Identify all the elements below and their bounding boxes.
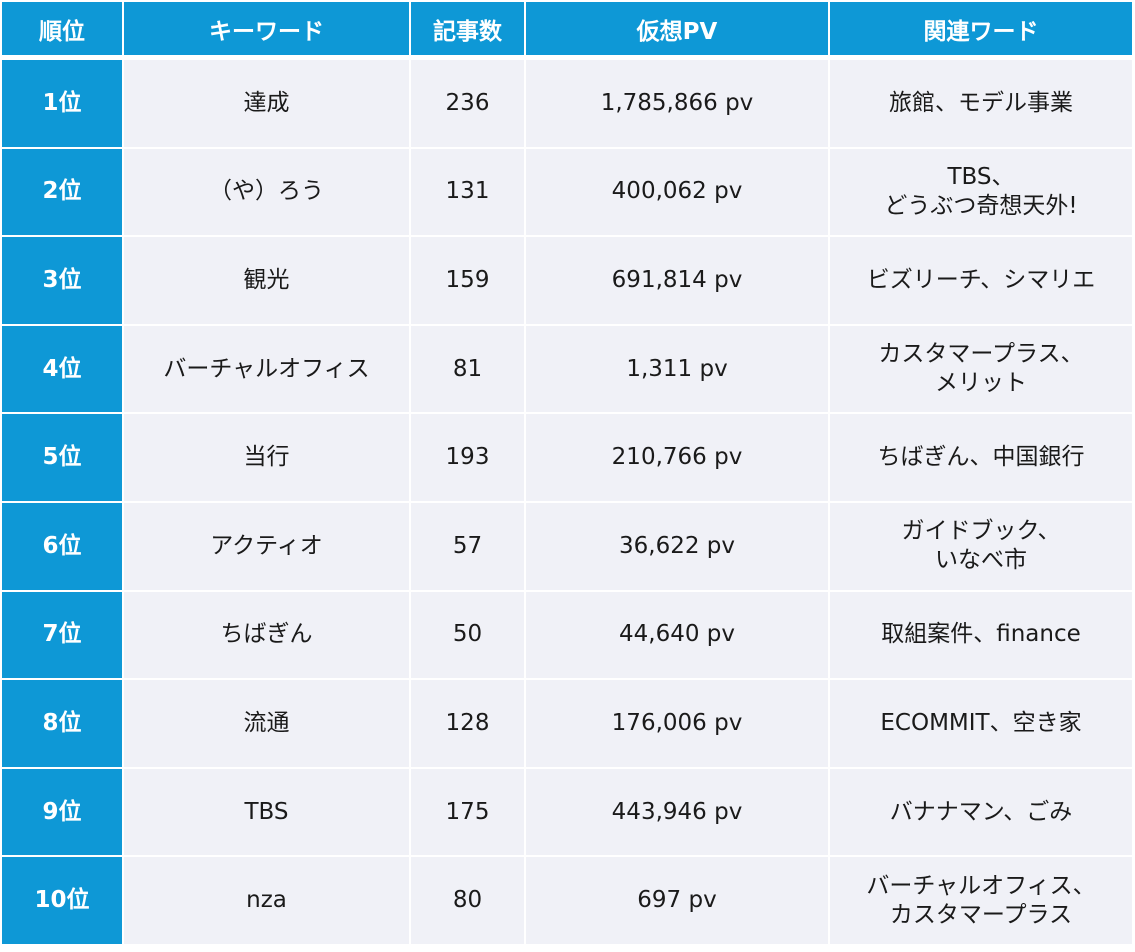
keyword-cell: アクティオ [124, 502, 411, 592]
related-words-cell: ちばぎん、中国銀行 [830, 414, 1132, 503]
related-words-text: TBS、 どうぶつ奇想天外! [884, 163, 1078, 219]
rank-cell: 2位 [2, 148, 124, 238]
related-words-cell: バーチャルオフィス、 カスタマープラス [830, 857, 1132, 946]
header-row: 順位 キーワード 記事数 仮想PV 関連ワード [2, 2, 1132, 60]
related-words-text: バーチャルオフィス、 カスタマープラス [866, 872, 1096, 928]
rank-cell: 3位 [2, 237, 124, 326]
table-row: 8位 流通 128 176,006 pv ECOMMIT、空き家 [2, 680, 1132, 769]
header-virtual-pv: 仮想PV [526, 2, 830, 60]
table-row: 7位 ちばぎん 50 44,640 pv 取組案件、finance [2, 591, 1132, 681]
related-words-text: ECOMMIT、空き家 [880, 709, 1082, 736]
article-count-cell: 80 [411, 857, 526, 946]
rank-cell: 9位 [2, 768, 124, 858]
related-words-cell: ガイドブック、 いなべ市 [830, 502, 1132, 592]
keyword-cell: nza [124, 857, 411, 946]
article-count-cell: 159 [411, 237, 526, 326]
related-words-cell: TBS、 どうぶつ奇想天外! [830, 148, 1132, 238]
header-article-count: 記事数 [411, 2, 526, 60]
article-count-cell: 81 [411, 325, 526, 415]
header-rank: 順位 [2, 2, 124, 60]
related-words-cell: 取組案件、finance [830, 591, 1132, 681]
related-words-cell: カスタマープラス、 メリット [830, 325, 1132, 415]
table-row: 3位 観光 159 691,814 pv ビズリーチ、シマリエ [2, 237, 1132, 326]
virtual-pv-cell: 36,622 pv [526, 502, 830, 592]
keyword-cell: ちばぎん [124, 591, 411, 681]
related-words-text: 取組案件、finance [881, 621, 1081, 648]
virtual-pv-cell: 443,946 pv [526, 768, 830, 858]
rank-cell: 5位 [2, 414, 124, 503]
rank-cell: 10位 [2, 857, 124, 946]
keyword-cell: 達成 [124, 60, 411, 149]
related-words-cell: ECOMMIT、空き家 [830, 680, 1132, 769]
related-words-text: バナナマン、ごみ [889, 798, 1073, 825]
keyword-cell: 観光 [124, 237, 411, 326]
table-row: 6位 アクティオ 57 36,622 pv ガイドブック、 いなべ市 [2, 502, 1132, 592]
rank-cell: 6位 [2, 502, 124, 592]
keyword-cell: 流通 [124, 680, 411, 769]
header-keyword: キーワード [124, 2, 411, 60]
related-words-text: ビズリーチ、シマリエ [866, 266, 1096, 293]
related-words-cell: バナナマン、ごみ [830, 768, 1132, 858]
article-count-cell: 128 [411, 680, 526, 769]
keyword-cell: TBS [124, 768, 411, 858]
article-count-cell: 193 [411, 414, 526, 503]
article-count-cell: 50 [411, 591, 526, 681]
virtual-pv-cell: 176,006 pv [526, 680, 830, 769]
rank-cell: 8位 [2, 680, 124, 769]
virtual-pv-cell: 210,766 pv [526, 414, 830, 503]
virtual-pv-cell: 44,640 pv [526, 591, 830, 681]
keyword-cell: （や）ろう [124, 148, 411, 238]
table-row: 1位 達成 236 1,785,866 pv 旅館、モデル事業 [2, 60, 1132, 149]
virtual-pv-cell: 697 pv [526, 857, 830, 946]
related-words-text: カスタマープラス、 メリット [878, 341, 1084, 397]
table-row: 4位 バーチャルオフィス 81 1,311 pv カスタマープラス、 メリット [2, 325, 1132, 415]
table-body: 1位 達成 236 1,785,866 pv 旅館、モデル事業 2位 （や）ろう… [2, 60, 1132, 946]
article-count-cell: 236 [411, 60, 526, 149]
related-words-cell: ビズリーチ、シマリエ [830, 237, 1132, 326]
rank-cell: 4位 [2, 325, 124, 415]
table-header: 順位 キーワード 記事数 仮想PV 関連ワード [2, 2, 1132, 60]
related-words-text: ガイドブック、 いなべ市 [901, 518, 1061, 574]
table-row: 10位 nza 80 697 pv バーチャルオフィス、 カスタマープラス [2, 857, 1132, 946]
virtual-pv-cell: 1,785,866 pv [526, 60, 830, 149]
table-row: 2位 （や）ろう 131 400,062 pv TBS、 どうぶつ奇想天外! [2, 148, 1132, 238]
rank-cell: 1位 [2, 60, 124, 149]
virtual-pv-cell: 400,062 pv [526, 148, 830, 238]
virtual-pv-cell: 1,311 pv [526, 325, 830, 415]
virtual-pv-cell: 691,814 pv [526, 237, 830, 326]
related-words-cell: 旅館、モデル事業 [830, 60, 1132, 149]
article-count-cell: 131 [411, 148, 526, 238]
keyword-cell: 当行 [124, 414, 411, 503]
article-count-cell: 57 [411, 502, 526, 592]
keyword-cell: バーチャルオフィス [124, 325, 411, 415]
related-words-text: 旅館、モデル事業 [889, 89, 1073, 116]
article-count-cell: 175 [411, 768, 526, 858]
table-row: 9位 TBS 175 443,946 pv バナナマン、ごみ [2, 768, 1132, 858]
table-row: 5位 当行 193 210,766 pv ちばぎん、中国銀行 [2, 414, 1132, 503]
header-related-words: 関連ワード [830, 2, 1132, 60]
rank-cell: 7位 [2, 591, 124, 681]
related-words-text: ちばぎん、中国銀行 [877, 444, 1085, 471]
